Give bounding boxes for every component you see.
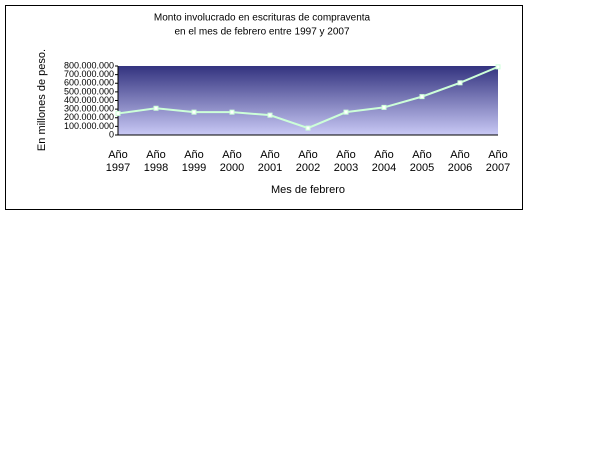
chart-title: en el mes de febrero entre 1997 y 2007 [174,27,350,38]
data-point [115,110,121,116]
x-tick-label: Año 2000 [220,149,244,174]
data-point [305,125,311,131]
x-tick-label: Año 2003 [334,149,358,174]
data-point [381,104,387,110]
data-point [267,112,273,118]
data-point [191,109,197,115]
x-tick-label: Año 2001 [258,149,282,174]
y-tick-label: 600.000.000 [64,78,114,88]
x-axis-title: Mes de febrero [271,184,345,196]
y-tick-label: 700.000.000 [64,69,114,79]
plot-area [118,66,498,135]
data-point [419,94,425,100]
x-tick-label: Año 1998 [144,149,168,174]
data-point [343,109,349,115]
data-point [457,80,463,86]
x-tick-label: Año 1999 [182,149,206,174]
y-axis-title: En millones de peso. [36,49,48,151]
y-tick-label: 300.000.000 [64,104,114,114]
y-tick-label: 500.000.000 [64,86,114,96]
y-tick-label: 400.000.000 [64,95,114,105]
data-point [495,64,501,70]
chart-title: Monto involucrado en escrituras de compr… [154,13,371,24]
x-tick-label: Año 1997 [106,149,130,174]
data-point [153,105,159,111]
x-tick-label: Año 2005 [410,149,434,174]
x-tick-label: Año 2002 [296,149,320,174]
y-tick-label: 100.000.000 [64,121,114,131]
x-tick-label: Año 2006 [448,149,472,174]
y-tick-label: 200.000.000 [64,112,114,122]
x-tick-label: Año 2004 [372,149,396,174]
x-tick-label: Año 2007 [486,149,510,174]
y-tick-label: 0 [109,129,114,139]
y-tick-label: 800.000.000 [64,60,114,70]
data-point [229,109,235,115]
